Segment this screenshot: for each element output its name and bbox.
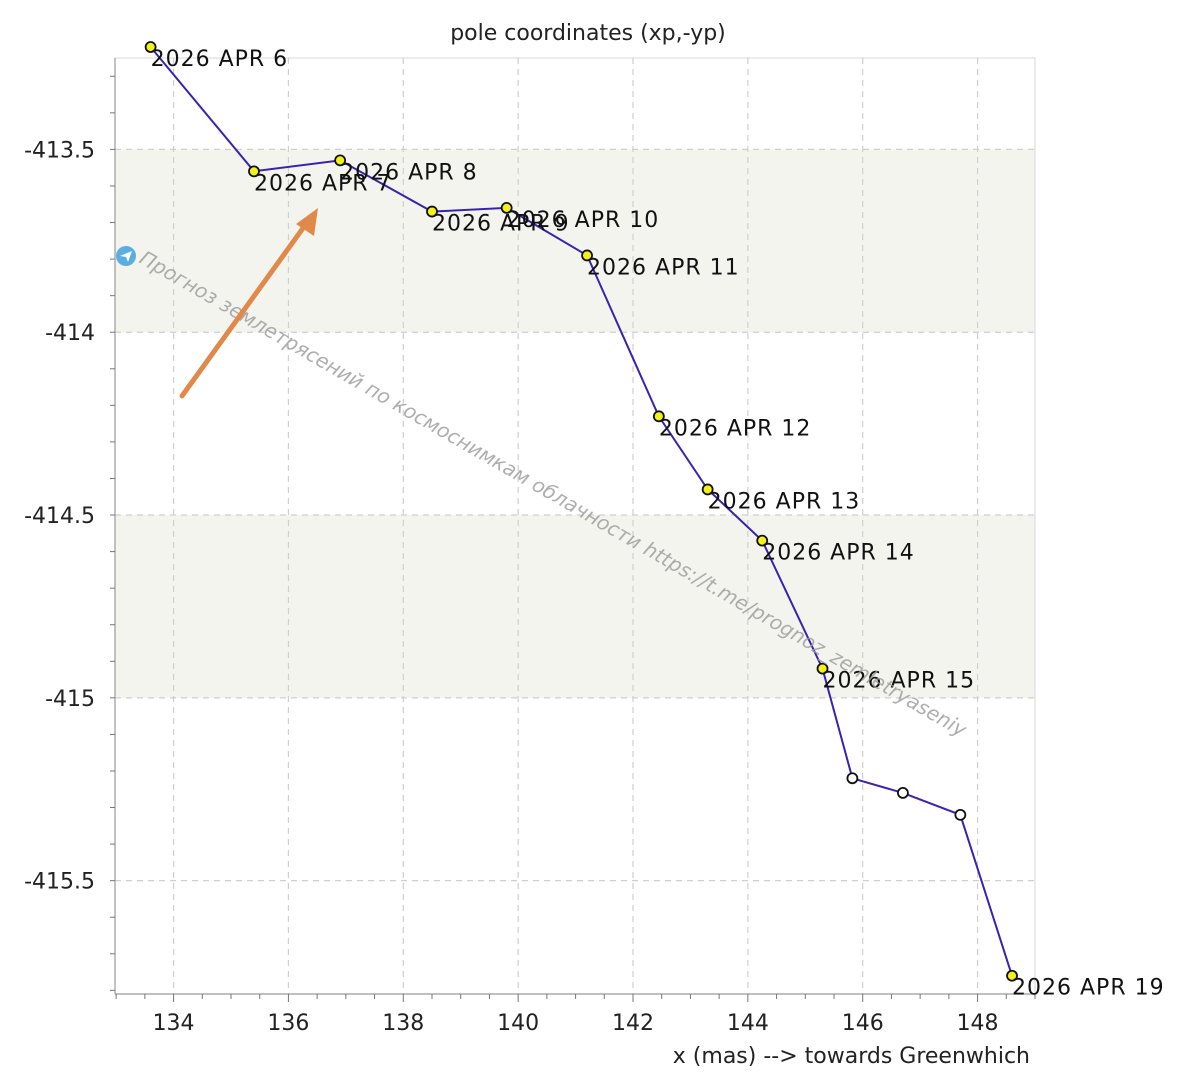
data-point — [334, 154, 347, 167]
x-tick-label: 142 — [612, 1011, 654, 1036]
shaded-band — [115, 149, 1035, 333]
data-point — [816, 662, 829, 675]
data-point — [701, 483, 714, 496]
data-point — [897, 787, 909, 799]
point-label: 2026 APR 15 — [823, 669, 976, 694]
x-axis-label: x (mas) --> towards Greenwhich — [673, 1044, 1030, 1069]
point-label: 2026 APR 19 — [1012, 976, 1165, 1001]
data-point — [581, 249, 593, 262]
series-line — [149, 46, 1013, 977]
point-label: 2026 APR 8 — [340, 160, 478, 185]
point-label: 2026 APR 11 — [587, 255, 740, 280]
chart-title: pole coordinates (xp,-yp) — [450, 21, 726, 46]
y-tick-label: -413.5 — [24, 138, 95, 163]
point-label: 2026 APR 14 — [762, 541, 915, 566]
data-point — [144, 41, 157, 53]
data-point — [652, 410, 665, 423]
data-point — [954, 808, 967, 821]
x-tick-label: 140 — [497, 1011, 539, 1036]
data-point — [846, 772, 859, 785]
x-tick-label: 136 — [267, 1011, 309, 1036]
shaded-band — [115, 515, 1035, 698]
y-tick-label: -414 — [45, 321, 95, 346]
data-point — [500, 202, 513, 214]
x-tick-label: 134 — [153, 1011, 195, 1036]
data-point — [1006, 969, 1018, 982]
x-tick-label: 146 — [842, 1011, 884, 1036]
x-tick-label: 148 — [957, 1011, 999, 1036]
point-label: 2026 APR 13 — [708, 489, 861, 514]
axes: 134 136 138 140 142 144 146 148 -413.5 -414 -414.5… — [24, 58, 1036, 1036]
point-label: 2026 APR 9 — [432, 212, 570, 237]
data-point — [426, 205, 438, 218]
x-tick-label: 144 — [727, 1011, 769, 1036]
point-label: 2026 APR 10 — [507, 208, 660, 233]
data-point — [248, 165, 260, 178]
y-tick-label: -415.5 — [24, 870, 95, 895]
annotation-arrow — [179, 221, 309, 399]
point-label: 2026 APR 7 — [254, 171, 392, 196]
y-tick-label: -414.5 — [24, 504, 95, 529]
data-point — [756, 534, 769, 547]
plot-background — [114, 57, 1036, 995]
telegram-icon-glyph — [120, 251, 132, 262]
point-label: 2026 APR 12 — [659, 416, 812, 441]
x-tick-label: 138 — [382, 1011, 424, 1036]
y-tick-label: -415 — [45, 687, 95, 712]
annotation-arrow-head — [296, 208, 318, 236]
point-label: 2026 APR 6 — [151, 47, 289, 72]
